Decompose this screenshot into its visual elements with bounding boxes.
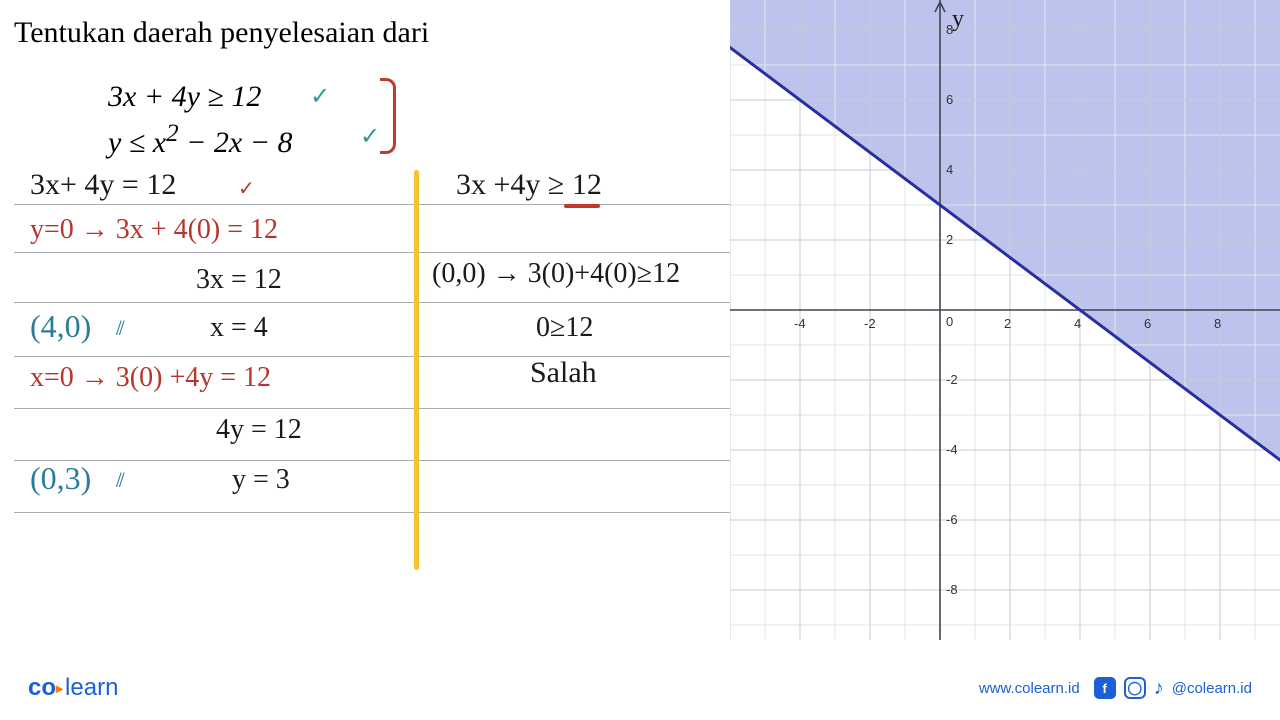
svg-text:2: 2 xyxy=(946,232,953,247)
social-icons: f ◯ ♪ @colearn.id xyxy=(1094,677,1252,700)
handwritten-step: 3x +4y ≥ 12 xyxy=(456,168,602,202)
handwritten-step: y=0 → 3x + 4(0) = 12 xyxy=(30,214,278,246)
facebook-icon[interactable]: f xyxy=(1094,677,1116,699)
y-axis-label: y xyxy=(952,6,964,33)
logo-learn: learn xyxy=(65,674,118,701)
social-handle[interactable]: @colearn.id xyxy=(1172,680,1252,697)
svg-text:6: 6 xyxy=(946,92,953,107)
svg-text:-2: -2 xyxy=(864,316,876,331)
svg-text:-6: -6 xyxy=(946,512,958,527)
equation-2: y ≤ x2 − 2x − 8 xyxy=(108,120,292,160)
equation-1: 3x + 4y ≥ 12 xyxy=(108,80,261,114)
brace-icon xyxy=(380,78,396,154)
svg-text:0: 0 xyxy=(946,314,953,329)
instagram-icon[interactable]: ◯ xyxy=(1124,677,1146,699)
handwritten-step: (0,3) xyxy=(30,460,91,497)
svg-text:-4: -4 xyxy=(794,316,806,331)
svg-text:2: 2 xyxy=(1004,316,1011,331)
column-divider xyxy=(414,170,419,570)
logo-dot-icon: ▸ xyxy=(56,680,63,696)
svg-text:-2: -2 xyxy=(946,372,958,387)
handwritten-step: ⫽ xyxy=(116,470,125,493)
handwritten-step: 3x = 12 xyxy=(196,264,282,296)
svg-text:6: 6 xyxy=(1144,316,1151,331)
check-icon: ✓ xyxy=(360,122,380,151)
handwritten-step: 0≥12 xyxy=(536,312,593,344)
footer-url[interactable]: www.colearn.id xyxy=(979,680,1080,697)
handwritten-step: Salah xyxy=(530,356,597,390)
svg-text:4: 4 xyxy=(1074,316,1081,331)
svg-text:-4: -4 xyxy=(946,442,958,457)
svg-text:4: 4 xyxy=(946,162,953,177)
logo-co: co xyxy=(28,674,56,701)
brand-logo: co▸learn xyxy=(28,674,118,702)
check-icon: ✓ xyxy=(310,82,330,111)
footer-bar: co▸learn www.colearn.id f ◯ ♪ @colearn.i… xyxy=(0,664,1280,720)
inequality-chart: -4-202468-10-8-6-4-22468 y xyxy=(730,0,1280,640)
handwritten-step: x=0 → 3(0) +4y = 12 xyxy=(30,362,271,394)
handwritten-step: ⫽ xyxy=(116,318,125,341)
handwritten-step: (4,0) xyxy=(30,308,91,345)
handwritten-step: y = 3 xyxy=(232,464,290,496)
handwritten-step: 3x+ 4y = 12 xyxy=(30,168,176,202)
footer-right: www.colearn.id f ◯ ♪ @colearn.id xyxy=(979,677,1252,700)
underline-emphasis xyxy=(564,204,600,208)
svg-text:8: 8 xyxy=(1214,316,1221,331)
tiktok-icon[interactable]: ♪ xyxy=(1154,677,1164,700)
svg-text:-8: -8 xyxy=(946,582,958,597)
problem-title: Tentukan daerah penyelesaian dari xyxy=(14,16,429,50)
handwritten-step: 4y = 12 xyxy=(216,414,302,446)
handwritten-step: ✓ xyxy=(238,176,255,201)
handwritten-step: (0,0) → 3(0)+4(0)≥12 xyxy=(432,258,680,290)
handwritten-step: x = 4 xyxy=(210,312,268,344)
